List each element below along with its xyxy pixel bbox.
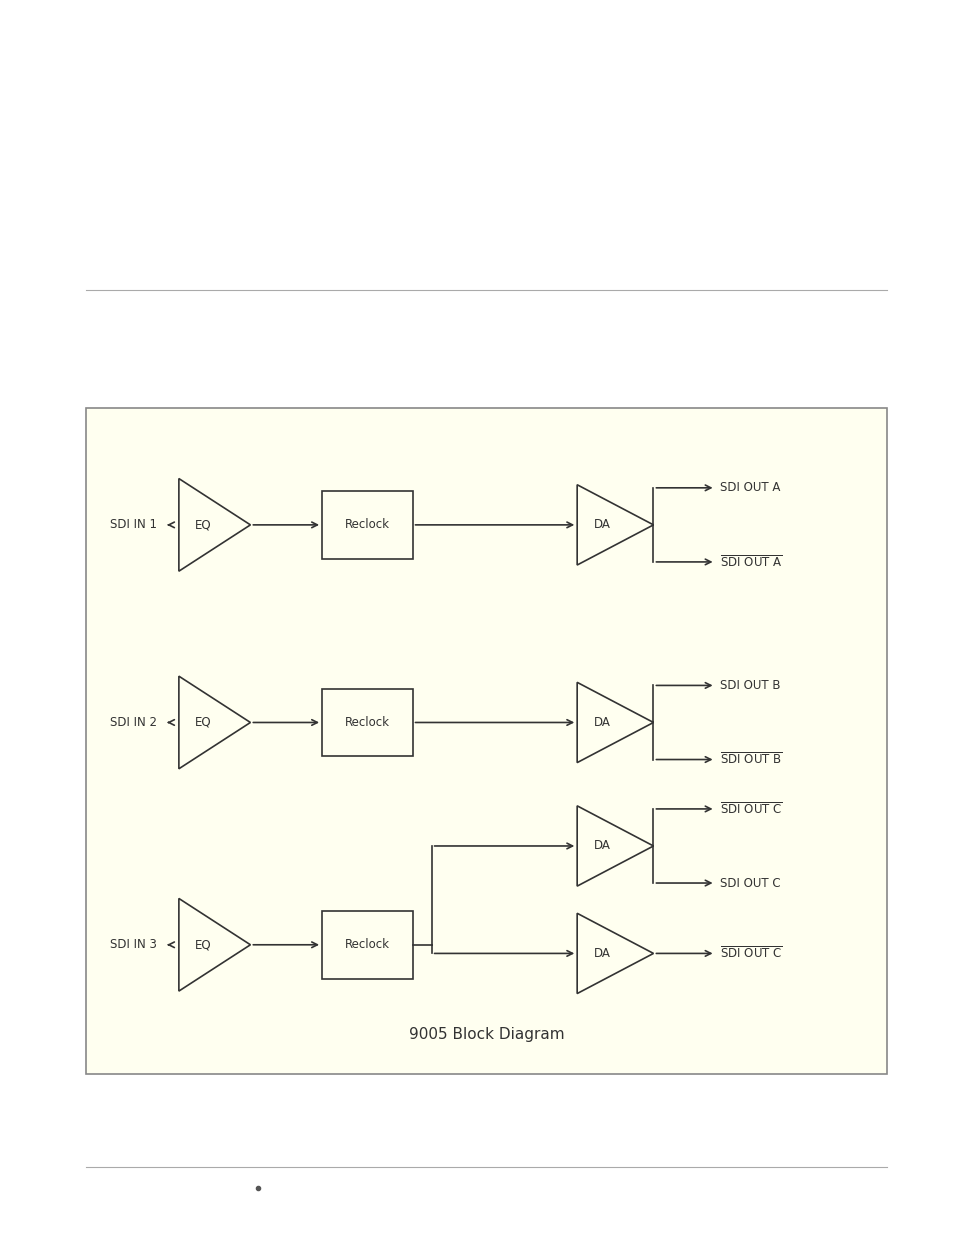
Polygon shape <box>577 805 653 887</box>
Text: SDI OUT B: SDI OUT B <box>720 679 780 692</box>
Text: $\overline{\mathregular{SDI\ OUT\ C}}$: $\overline{\mathregular{SDI\ OUT\ C}}$ <box>720 946 782 961</box>
Text: EQ: EQ <box>194 939 211 951</box>
Text: EQ: EQ <box>194 716 211 729</box>
Text: Reclock: Reclock <box>344 519 390 531</box>
Text: DA: DA <box>594 947 611 960</box>
Text: Reclock: Reclock <box>344 716 390 729</box>
FancyBboxPatch shape <box>321 689 412 756</box>
FancyBboxPatch shape <box>321 911 412 978</box>
Polygon shape <box>577 682 653 763</box>
Text: SDI IN 3: SDI IN 3 <box>110 939 156 951</box>
Text: SDI OUT A: SDI OUT A <box>720 482 780 494</box>
Text: $\overline{\mathregular{SDI\ OUT\ B}}$: $\overline{\mathregular{SDI\ OUT\ B}}$ <box>720 752 781 767</box>
Text: $\overline{\mathregular{SDI\ OUT\ C}}$: $\overline{\mathregular{SDI\ OUT\ C}}$ <box>720 802 782 816</box>
Polygon shape <box>178 899 250 990</box>
Text: SDI OUT C: SDI OUT C <box>720 877 781 889</box>
FancyBboxPatch shape <box>86 408 886 1074</box>
Polygon shape <box>577 485 653 566</box>
Text: DA: DA <box>594 519 611 531</box>
Text: 9005 Block Diagram: 9005 Block Diagram <box>408 1028 564 1042</box>
Polygon shape <box>178 677 250 768</box>
Polygon shape <box>178 479 250 571</box>
Text: Reclock: Reclock <box>344 939 390 951</box>
Text: SDI IN 1: SDI IN 1 <box>110 519 156 531</box>
Text: EQ: EQ <box>194 519 211 531</box>
Polygon shape <box>577 914 653 993</box>
Text: DA: DA <box>594 716 611 729</box>
Text: $\overline{\mathregular{SDI\ OUT\ A}}$: $\overline{\mathregular{SDI\ OUT\ A}}$ <box>720 555 781 569</box>
Text: SDI IN 2: SDI IN 2 <box>110 716 156 729</box>
FancyBboxPatch shape <box>321 490 412 558</box>
Text: DA: DA <box>594 840 611 852</box>
